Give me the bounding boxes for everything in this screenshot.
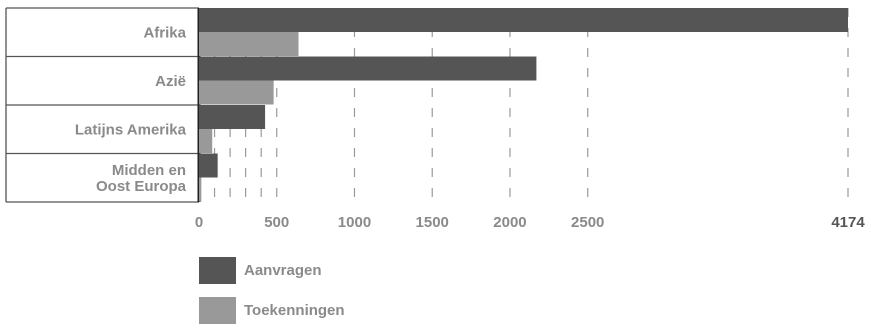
category-label: Latijns Amerika: [75, 121, 187, 138]
bar-aanvragen-1: [199, 56, 537, 81]
x-tick-label: 1000: [338, 214, 371, 231]
bar-toekenningen-0: [199, 32, 299, 56]
bar-toekenningen-1: [199, 80, 274, 105]
x-tick-label: 500: [264, 214, 289, 231]
legend-swatch-aanvragen: [199, 256, 236, 284]
bars: [199, 8, 848, 202]
x-tick-label: 4174: [831, 214, 865, 231]
bar-aanvragen-0: [199, 8, 848, 32]
category-label: Afrika: [143, 24, 186, 41]
legend-item-aanvragen: Aanvragen: [199, 256, 345, 284]
x-axis-tick-labels: 0 500 1000 1500 2000 2500 4174: [195, 214, 866, 231]
category-label: Oost Europa: [96, 178, 187, 195]
x-tick-label: 0: [195, 214, 203, 231]
category-label: Midden en: [112, 162, 186, 179]
gridlines: [213, 8, 849, 202]
bar-toekenningen-3: [199, 177, 202, 202]
bar-toekenningen-2: [199, 129, 213, 153]
category-label: Azië: [155, 73, 186, 90]
bar-aanvragen-2: [199, 105, 266, 129]
x-tick-label: 2500: [571, 214, 604, 231]
legend-label-toekenningen: Toekenningen: [244, 301, 345, 319]
legend-item-toekenningen: Toekenningen: [199, 296, 345, 324]
bar-aanvragen-3: [199, 153, 218, 178]
x-tick-label: 1500: [416, 214, 449, 231]
legend-label-aanvragen: Aanvragen: [244, 261, 322, 279]
x-tick-label: 2000: [493, 214, 526, 231]
legend-swatch-toekenningen: [199, 296, 236, 324]
legend: Aanvragen Toekenningen: [199, 256, 345, 336]
